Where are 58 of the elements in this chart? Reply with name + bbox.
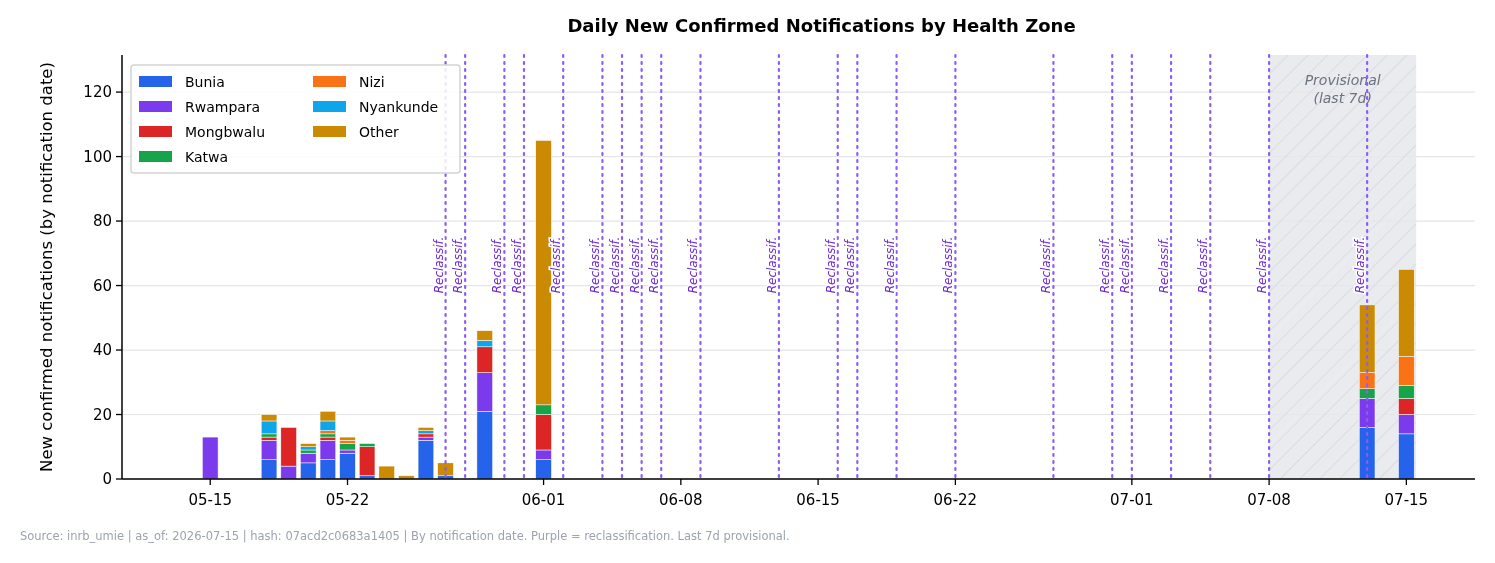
ref-line-label: Reclassif. <box>823 236 838 294</box>
ref-line-label: Reclassif. <box>1098 236 1113 294</box>
x-tick-label: 07-01 <box>1110 491 1154 509</box>
ref-line-label: Reclassif. <box>490 236 505 294</box>
y-tick-label: 0 <box>102 470 112 489</box>
ref-line-label: Reclassif. <box>451 236 466 294</box>
ref-line-label: Reclassif. <box>1039 236 1054 294</box>
ref-line-label: Reclassif. <box>647 236 662 294</box>
bar <box>339 452 356 480</box>
chart-title: Daily New Confirmed Notifications by Health Zone <box>567 15 1076 36</box>
bar <box>339 443 356 451</box>
y-axis-title: New confirmed notifications (by notification date) <box>37 62 56 472</box>
ref-line-label: Reclassif. <box>882 236 897 294</box>
y-tick-label: 20 <box>92 405 112 424</box>
legend-label: Mongbwalu <box>185 123 266 140</box>
ref-line-label: Reclassif. <box>509 236 524 294</box>
bar <box>417 427 435 431</box>
ref-line-label: Reclassif. <box>1157 236 1172 294</box>
x-tick-label: 06-01 <box>521 491 566 509</box>
x-tick-label: 07-15 <box>1384 491 1429 509</box>
x-tick-label: 05-22 <box>325 491 370 509</box>
ref-line-label: Reclassif. <box>843 236 858 294</box>
ref-line-label: Reclassif. <box>764 236 779 294</box>
legend-label: Nizi <box>359 73 385 90</box>
ref-line-label: Reclassif. <box>941 236 956 294</box>
ref-line-label: Reclassif. <box>1255 236 1270 294</box>
ref-line-label: Reclassif. <box>686 236 701 294</box>
y-tick-label: 80 <box>92 212 112 231</box>
x-tick-label: 07-08 <box>1247 491 1291 509</box>
bar <box>359 446 376 477</box>
y-tick-label: 60 <box>92 276 112 295</box>
legend-label: Bunia <box>185 73 225 90</box>
ref-line-label: Reclassif. <box>1196 236 1211 294</box>
x-tick-label: 05-15 <box>188 491 233 509</box>
ref-line-label: Reclassif. <box>627 236 642 294</box>
ref-line-label: Reclassif. <box>549 236 564 294</box>
x-tick-label: 06-08 <box>659 491 703 509</box>
legend-label: Other <box>359 123 399 140</box>
y-tick-label: 40 <box>92 341 112 360</box>
bar <box>437 462 454 477</box>
ref-line-label: Reclassif. <box>1117 236 1132 294</box>
bar <box>202 436 219 480</box>
band-label: Provisional (last 7d) <box>1304 72 1381 106</box>
ref-line-label: Reclassif. <box>588 236 603 294</box>
legend-label: Nyankunde <box>359 98 439 115</box>
legend-label: Katwa <box>185 148 229 165</box>
bar <box>378 465 395 480</box>
legend-label: Rwampara <box>185 98 261 115</box>
x-tick-label: 06-22 <box>933 491 978 509</box>
y-tick-label: 120 <box>83 83 112 102</box>
y-tick-label: 100 <box>83 147 112 166</box>
bar <box>339 436 356 441</box>
ref-line-label: Reclassif. <box>431 236 446 294</box>
source-note: Source: inrb_umie | as_of: 2026-07-15 | hash: 07acd2c0683a1405 | By notification date. Purple = reclassification. Last 7d provisional. <box>20 529 790 543</box>
ref-line-label: Reclassif. <box>1353 236 1368 294</box>
x-tick-label: 06-15 <box>796 491 840 509</box>
bar <box>417 440 435 480</box>
ref-line-label: Reclassif. <box>608 236 623 294</box>
